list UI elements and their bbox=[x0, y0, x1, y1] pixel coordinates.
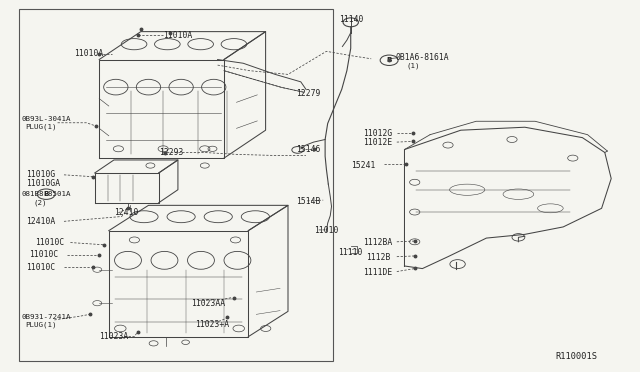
Text: 11010G: 11010G bbox=[26, 170, 55, 179]
Text: 081B8-8501A: 081B8-8501A bbox=[21, 191, 70, 197]
Text: 1111DE: 1111DE bbox=[364, 268, 393, 277]
Text: 11012E: 11012E bbox=[364, 138, 393, 147]
Text: 11010: 11010 bbox=[314, 226, 338, 235]
Text: (1): (1) bbox=[406, 63, 420, 70]
Text: 12293: 12293 bbox=[159, 148, 183, 157]
Text: 1112BA: 1112BA bbox=[364, 238, 393, 247]
Text: 12410A: 12410A bbox=[26, 217, 55, 226]
Text: 0B1A6-8161A: 0B1A6-8161A bbox=[396, 53, 449, 62]
Text: PLUG(1): PLUG(1) bbox=[26, 322, 57, 328]
Text: 11010C: 11010C bbox=[26, 263, 55, 272]
Text: 11023AA: 11023AA bbox=[191, 299, 225, 308]
Text: 0B931-7241A: 0B931-7241A bbox=[21, 314, 70, 320]
Text: 11010A: 11010A bbox=[163, 31, 193, 40]
Text: 11023A: 11023A bbox=[99, 332, 129, 341]
Text: 11010C: 11010C bbox=[29, 250, 58, 259]
Text: 11110: 11110 bbox=[338, 248, 362, 257]
Bar bbox=[19, 9, 333, 361]
Text: R110001S: R110001S bbox=[556, 352, 598, 361]
Text: 11010C: 11010C bbox=[35, 238, 65, 247]
Text: 15241: 15241 bbox=[351, 161, 375, 170]
Text: 0B93L-3041A: 0B93L-3041A bbox=[21, 116, 70, 122]
Text: 1514B: 1514B bbox=[296, 197, 321, 206]
Text: 11012G: 11012G bbox=[364, 129, 393, 138]
Text: 11023+A: 11023+A bbox=[195, 320, 229, 329]
Text: B: B bbox=[44, 191, 49, 197]
Text: 11010GA: 11010GA bbox=[26, 179, 60, 187]
Text: PLUG(1): PLUG(1) bbox=[26, 124, 57, 131]
Text: 1112B: 1112B bbox=[366, 253, 390, 262]
Text: 11140: 11140 bbox=[339, 15, 364, 24]
Text: B: B bbox=[387, 57, 392, 63]
Text: 15146: 15146 bbox=[296, 145, 321, 154]
Text: 12410: 12410 bbox=[114, 208, 138, 217]
Text: 12279: 12279 bbox=[296, 89, 321, 98]
Text: 11010A: 11010A bbox=[74, 49, 103, 58]
Text: (2): (2) bbox=[33, 199, 47, 206]
